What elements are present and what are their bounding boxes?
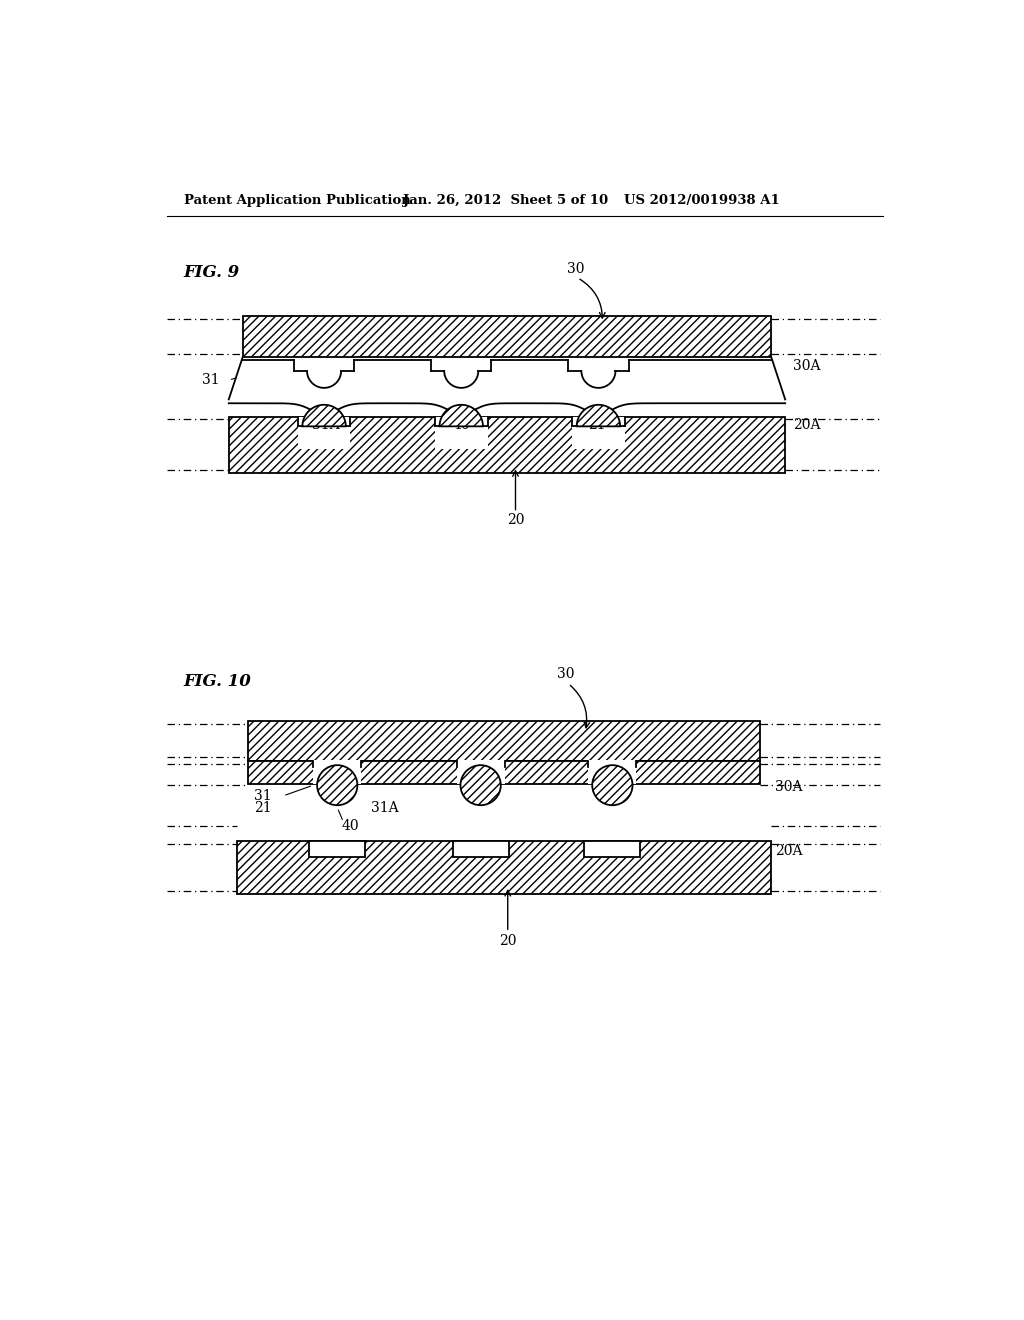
Bar — [435, 417, 487, 450]
Bar — [309, 841, 366, 857]
Text: 21: 21 — [588, 418, 605, 432]
Text: 20A: 20A — [775, 843, 803, 858]
Text: 30A: 30A — [775, 780, 803, 793]
Bar — [313, 760, 361, 784]
Text: 30A: 30A — [793, 359, 820, 374]
Text: 40: 40 — [453, 418, 470, 432]
Text: 20: 20 — [499, 935, 516, 949]
Bar — [589, 760, 636, 784]
Text: 30: 30 — [557, 668, 574, 681]
Circle shape — [592, 766, 633, 805]
Bar — [248, 721, 760, 760]
Text: 21: 21 — [254, 801, 271, 816]
Text: Jan. 26, 2012  Sheet 5 of 10: Jan. 26, 2012 Sheet 5 of 10 — [403, 194, 608, 207]
Bar — [585, 841, 640, 857]
Text: 31: 31 — [202, 374, 219, 387]
Text: 31: 31 — [254, 789, 271, 803]
Text: 20: 20 — [507, 513, 524, 527]
Text: US 2012/0019938 A1: US 2012/0019938 A1 — [624, 194, 779, 207]
Circle shape — [317, 766, 357, 805]
Text: 30: 30 — [567, 261, 585, 276]
Text: 40: 40 — [341, 818, 358, 833]
Bar — [243, 317, 771, 358]
Text: Patent Application Publication: Patent Application Publication — [183, 194, 411, 207]
Bar — [457, 760, 505, 784]
Bar — [572, 417, 625, 450]
Polygon shape — [302, 405, 346, 426]
Text: 20A: 20A — [793, 418, 820, 432]
Polygon shape — [577, 405, 621, 426]
Text: 31A: 31A — [372, 801, 399, 816]
Circle shape — [461, 766, 501, 805]
Text: FIG. 9: FIG. 9 — [183, 264, 240, 281]
Polygon shape — [439, 405, 483, 426]
Bar — [453, 841, 509, 857]
Bar — [237, 841, 771, 894]
Bar — [228, 417, 785, 473]
Text: FIG. 10: FIG. 10 — [183, 673, 252, 690]
Text: 31A: 31A — [312, 418, 339, 432]
Bar — [298, 417, 350, 450]
Bar — [248, 760, 760, 784]
